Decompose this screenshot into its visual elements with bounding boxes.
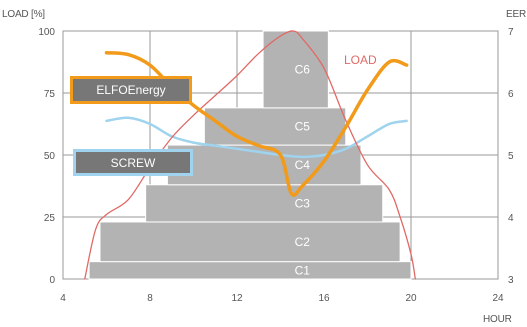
load-series-label: LOAD (344, 53, 377, 67)
block-c5 (203, 107, 347, 146)
y-right-tick-label: 7 (508, 27, 514, 38)
y-left-tick-label: 25 (44, 213, 56, 224)
y-left-axis-title: LOAD [%] (2, 9, 45, 20)
block-c6 (262, 30, 329, 109)
x-tick-label: 24 (492, 293, 504, 304)
block-c1 (88, 261, 412, 280)
screw-line (105, 116, 408, 159)
block-label-c5: C5 (295, 119, 311, 133)
y-right-axis-title: EER (506, 9, 526, 20)
x-tick-label: 16 (318, 293, 330, 304)
block-label-c3: C3 (295, 196, 311, 210)
y-right-tick-label: 3 (508, 275, 514, 286)
legend-elfoenergy: ELFOEnergy (70, 76, 192, 104)
block-label-c4: C4 (295, 158, 311, 172)
load-line (84, 30, 416, 280)
y-left-tick-label: 50 (44, 151, 56, 162)
block-label-c1: C1 (295, 263, 311, 277)
x-tick-label: 12 (231, 293, 243, 304)
legend-screw-label: SCREW (110, 155, 156, 170)
series-lines: LOAD (84, 30, 416, 280)
x-tick-label: 4 (60, 293, 66, 304)
y-right-tick-label: 4 (508, 213, 514, 224)
x-tick-label: 8 (147, 293, 153, 304)
legend-elfoenergy-label: ELFOEnergy (96, 83, 166, 97)
block-c3 (145, 184, 384, 223)
axis-ticks: 4 8 12 16 20 24 0 25 50 75 100 3 4 5 6 7 (38, 27, 514, 304)
y-right-tick-label: 5 (508, 151, 514, 162)
y-left-tick-label: 100 (38, 27, 55, 38)
y-left-tick-label: 0 (49, 275, 55, 286)
block-label-c6: C6 (295, 62, 311, 76)
y-right-tick-label: 6 (508, 89, 514, 100)
block-c2 (99, 221, 401, 263)
compressor-blocks: C1 C2 C3 C4 C5 C6 (88, 30, 412, 280)
y-left-tick-label: 75 (44, 89, 56, 100)
x-axis-title: HOUR (483, 314, 512, 325)
block-label-c2: C2 (295, 235, 311, 249)
legend-screw: SCREW (73, 149, 193, 176)
elfoenergy-line (104, 50, 409, 197)
x-tick-label: 20 (405, 293, 417, 304)
